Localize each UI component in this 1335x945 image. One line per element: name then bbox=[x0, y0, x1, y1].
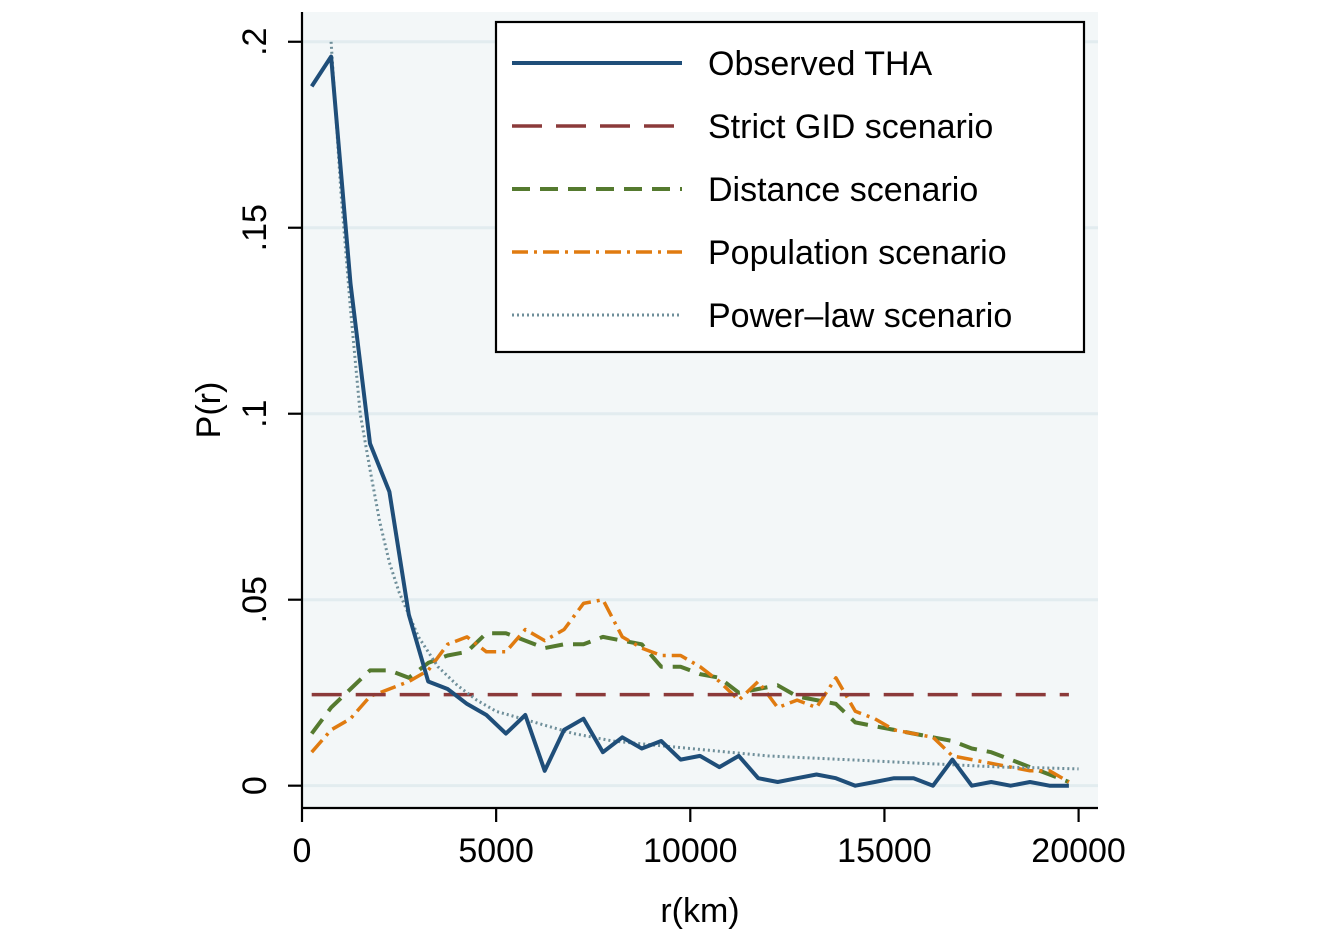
y-tick-label-1: .05 bbox=[236, 576, 274, 623]
x-tick-label-2: 10000 bbox=[643, 832, 738, 870]
series-line-4 bbox=[329, 41, 1079, 771]
series-layer bbox=[310, 41, 1079, 788]
y-tick-label-0: 0 bbox=[236, 776, 274, 795]
legend-label-1: Strict GID scenario bbox=[708, 108, 993, 146]
legend-label-0: Observed THA bbox=[708, 45, 933, 83]
legend-box bbox=[494, 20, 1086, 354]
x-axis-label: r(km) bbox=[660, 892, 739, 930]
y-tick-label-4: .2 bbox=[236, 28, 274, 56]
series-line-3 bbox=[310, 597, 1070, 784]
x-ticks: 0 5000 10000 15000 20000 bbox=[293, 808, 1126, 870]
legend-label-4: Power–law scenario bbox=[708, 297, 1012, 335]
legend: Observed THA Strict GID scenario Distance … bbox=[494, 20, 1086, 354]
series-line-0 bbox=[310, 54, 1069, 788]
x-tick-label-0: 0 bbox=[293, 832, 312, 870]
legend-label-2: Distance scenario bbox=[708, 171, 978, 209]
y-tick-label-2: .1 bbox=[236, 400, 274, 428]
legend-label-3: Population scenario bbox=[708, 234, 1007, 272]
x-tick-label-1: 5000 bbox=[458, 832, 534, 870]
x-tick-label-4: 20000 bbox=[1031, 832, 1126, 870]
y-axis-label: P(r) bbox=[190, 382, 228, 439]
x-tick-label-3: 15000 bbox=[837, 832, 932, 870]
y-ticks: 0 .05 .1 .15 .2 bbox=[236, 28, 302, 795]
series-line-2 bbox=[310, 631, 1070, 784]
y-tick-label-3: .15 bbox=[236, 204, 274, 251]
axes bbox=[300, 12, 1098, 810]
